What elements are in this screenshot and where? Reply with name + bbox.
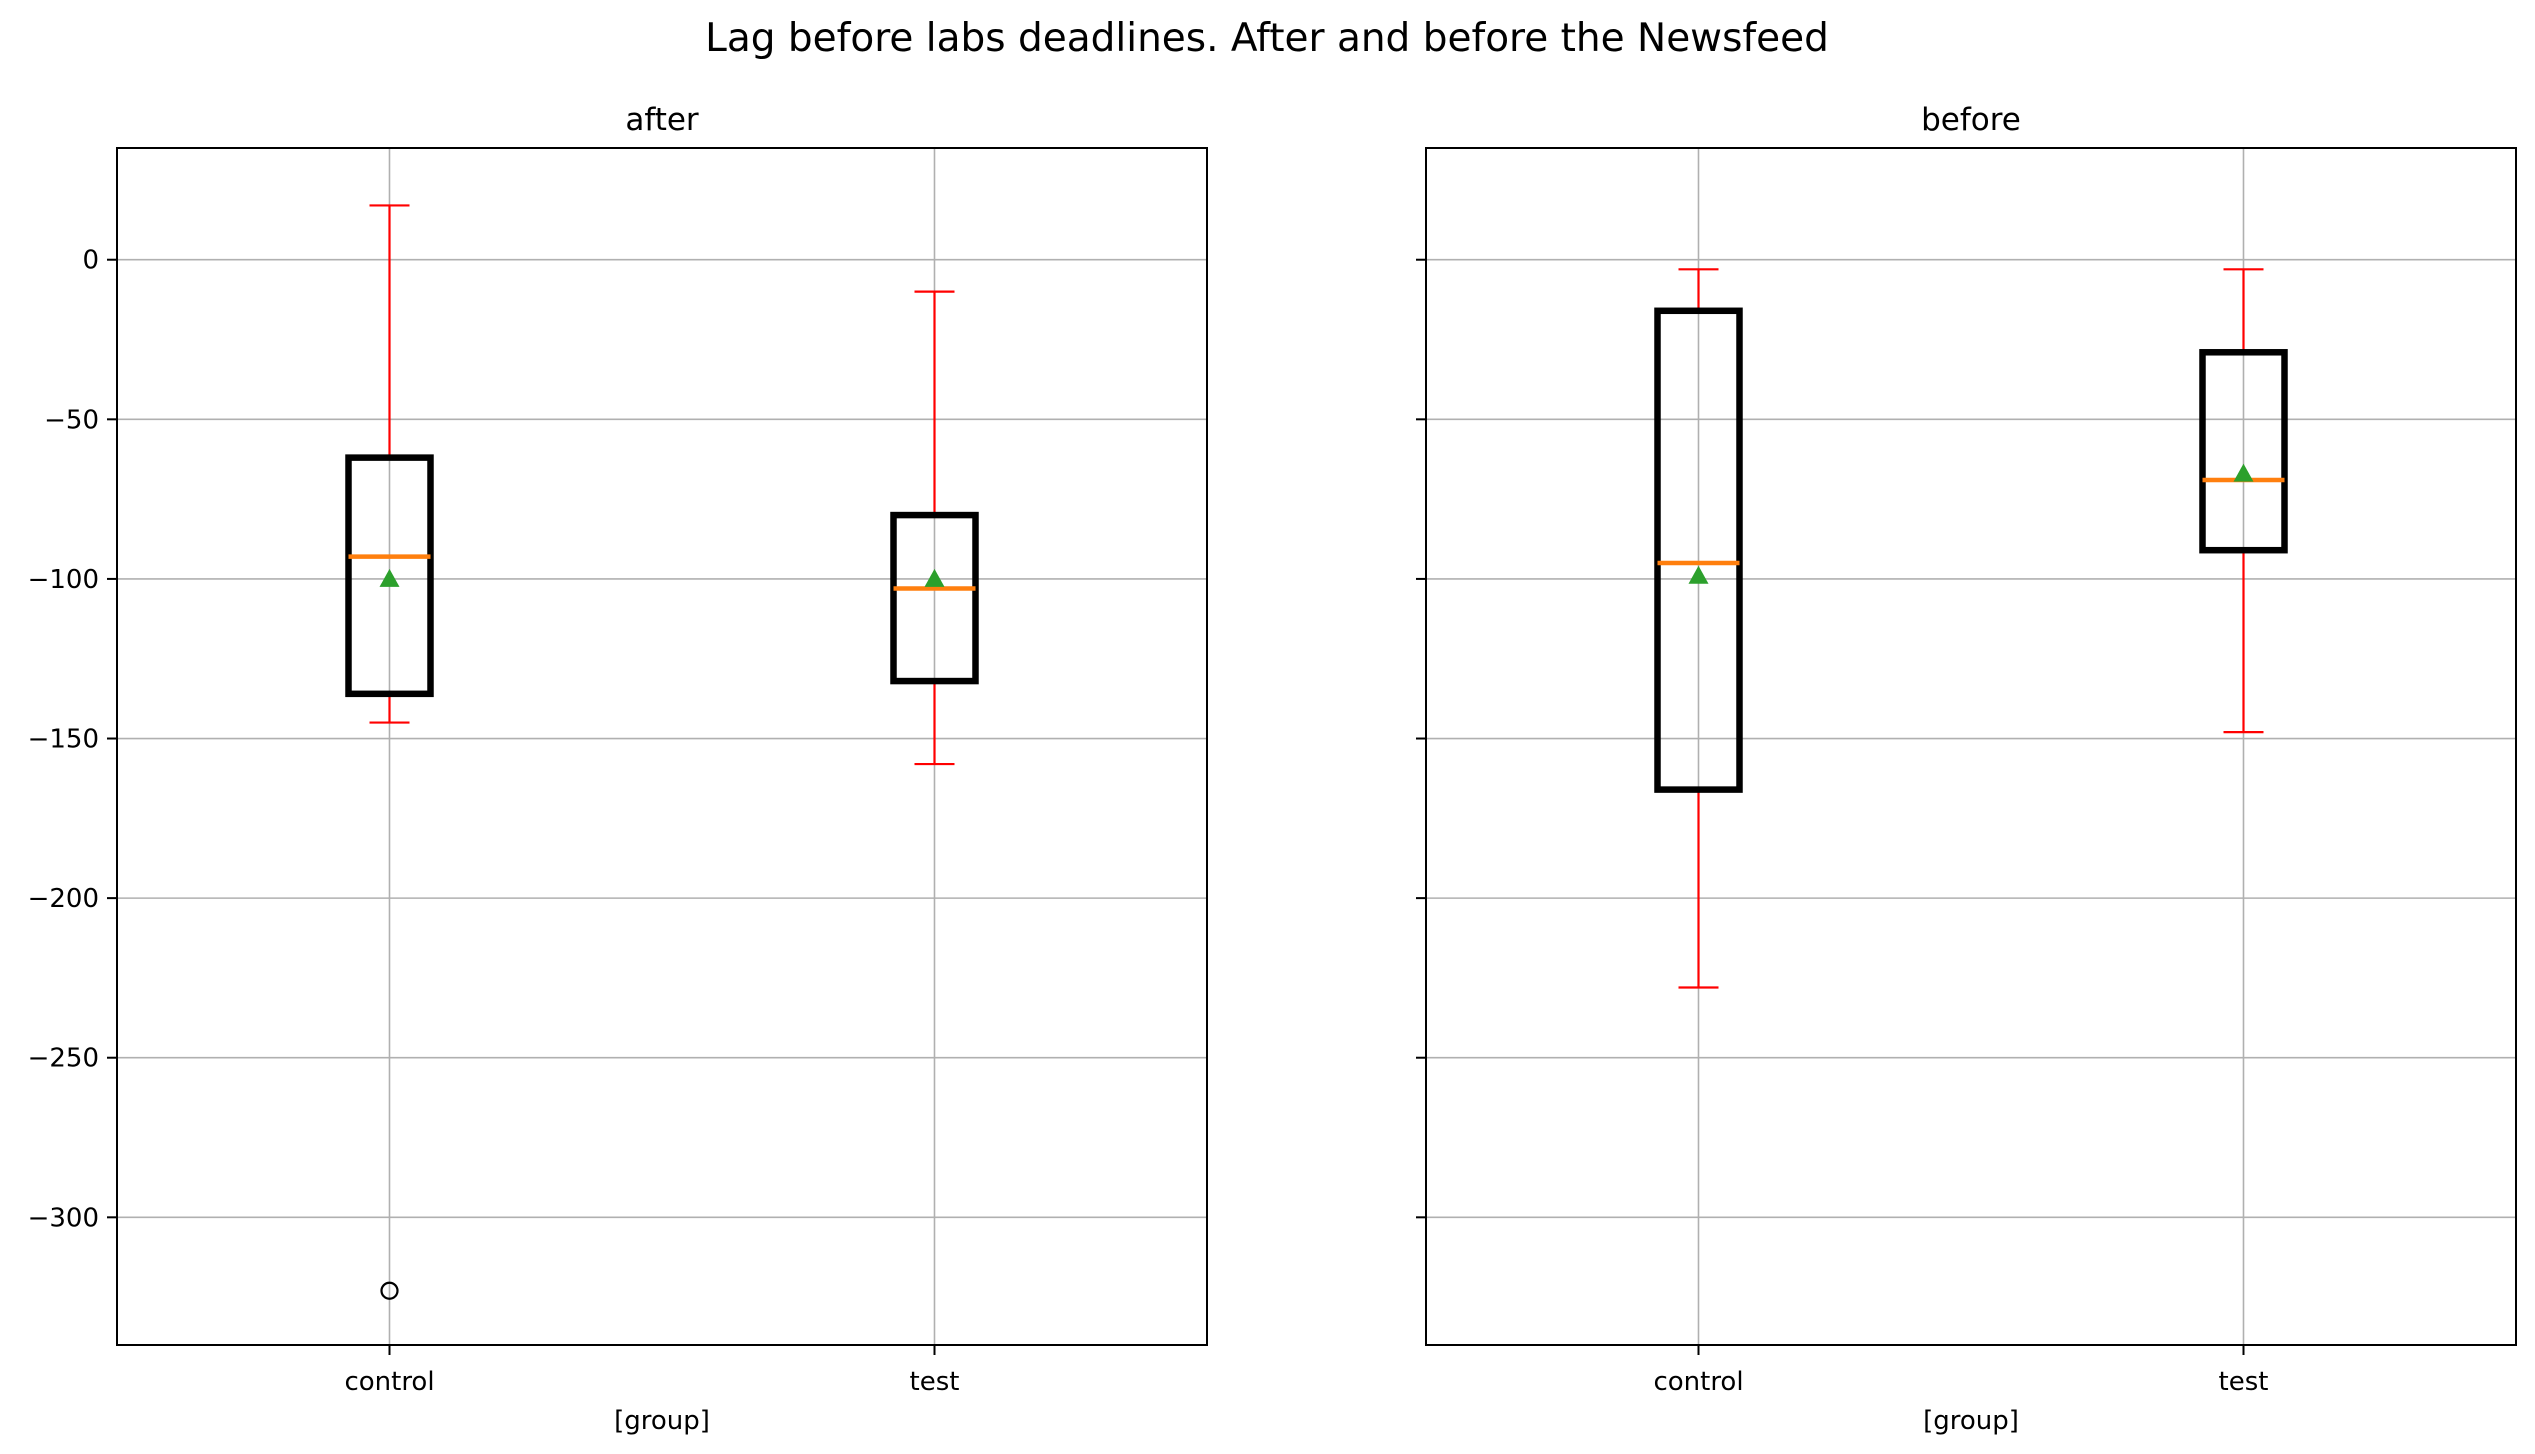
x-axis-label: [group] bbox=[614, 1406, 710, 1436]
y-tick-label: 0 bbox=[82, 246, 99, 276]
box-iqr bbox=[2199, 349, 2288, 554]
axes-frame bbox=[1425, 147, 2517, 1346]
y-tick-label: −300 bbox=[28, 1203, 99, 1233]
y-tick-label: −100 bbox=[28, 565, 99, 595]
x-tick-label-control: control bbox=[344, 1367, 434, 1397]
x-tick-label-test: test bbox=[910, 1367, 960, 1397]
box-iqr bbox=[1654, 307, 1743, 793]
box-before-control bbox=[1654, 268, 1743, 989]
y-tick-label: −150 bbox=[28, 725, 99, 755]
figure-title: Lag before labs deadlines. After and bef… bbox=[705, 16, 1829, 61]
mean-marker bbox=[2233, 463, 2254, 482]
x-axis-label: [group] bbox=[1923, 1406, 2019, 1436]
panel-after: 0 −50 −100 −150 −200 −250 −300 control test after… bbox=[28, 102, 1208, 1436]
panel-before: control test before [group] bbox=[1416, 102, 2517, 1436]
outlier-point bbox=[380, 1281, 399, 1300]
panels-layer: 0 −50 −100 −150 −200 −250 −300 control test after… bbox=[28, 102, 2517, 1436]
box-before-test bbox=[2199, 268, 2288, 734]
y-tick-label: −200 bbox=[28, 884, 99, 914]
y-tick-label: −250 bbox=[28, 1044, 99, 1074]
box-after-test bbox=[890, 290, 979, 766]
mean-marker bbox=[1688, 565, 1709, 584]
box-after-control bbox=[345, 204, 434, 1300]
panel-title: before bbox=[1921, 102, 2021, 138]
axes-frame bbox=[116, 147, 1208, 1346]
box-iqr bbox=[890, 511, 979, 685]
mean-marker bbox=[924, 568, 945, 587]
panel-title: after bbox=[625, 102, 699, 138]
mean-marker bbox=[379, 568, 400, 587]
y-tick-label: −50 bbox=[44, 405, 99, 435]
x-tick-label-test: test bbox=[2219, 1367, 2269, 1397]
x-tick-label-control: control bbox=[1653, 1367, 1743, 1397]
box-iqr bbox=[345, 454, 434, 698]
